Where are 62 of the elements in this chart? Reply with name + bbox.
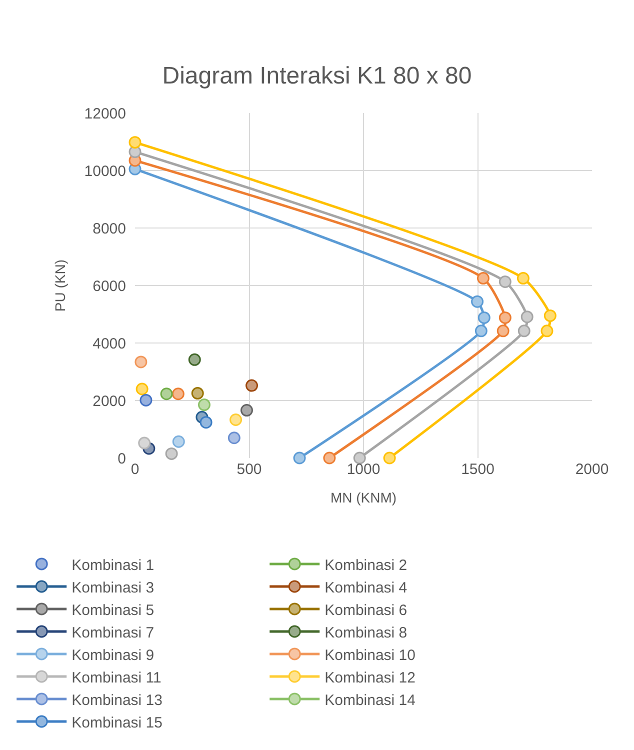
x-tick-label: 500 bbox=[236, 461, 262, 478]
y-tick-label: 10000 bbox=[84, 162, 126, 180]
point bbox=[353, 452, 366, 464]
chart-title: Diagram Interaksi K1 80 x 80 bbox=[162, 62, 472, 90]
y-tick-label: 8000 bbox=[92, 220, 126, 238]
point bbox=[474, 324, 488, 338]
point bbox=[160, 388, 173, 400]
legend-label: Kombinasi 2 bbox=[324, 556, 408, 574]
point bbox=[230, 414, 242, 426]
point bbox=[198, 398, 210, 412]
point bbox=[188, 353, 201, 366]
point bbox=[293, 452, 306, 464]
legend-label: Kombinasi 7 bbox=[72, 624, 154, 642]
legend-label: Kombinasi 10 bbox=[324, 646, 416, 664]
point bbox=[165, 447, 178, 460]
y-axis-title: PU (KN) bbox=[52, 259, 68, 312]
x-tick-label: 1000 bbox=[346, 461, 380, 478]
point bbox=[191, 387, 204, 400]
legend-label: Kombinasi 1 bbox=[72, 556, 154, 574]
legend-label: Kombinasi 4 bbox=[324, 579, 408, 596]
point bbox=[200, 416, 212, 429]
point bbox=[172, 388, 184, 400]
point bbox=[172, 435, 185, 448]
legend-label: Kombinasi 9 bbox=[72, 646, 154, 664]
legend-label: Kombinasi 5 bbox=[72, 602, 154, 619]
y-tick-label: 6000 bbox=[92, 278, 126, 295]
x-tick-label: 1500 bbox=[461, 461, 494, 478]
point bbox=[128, 136, 142, 149]
legend-label: Kombinasi 8 bbox=[324, 624, 408, 642]
y-tick-label: 4000 bbox=[92, 335, 126, 352]
point bbox=[478, 311, 490, 324]
legend-label: Kombinasi 3 bbox=[72, 579, 154, 596]
point bbox=[540, 324, 554, 338]
point bbox=[136, 382, 148, 396]
point bbox=[476, 272, 490, 285]
legend-label: Kombinasi 13 bbox=[72, 692, 162, 709]
y-tick-label: 12000 bbox=[84, 105, 126, 122]
point bbox=[518, 324, 530, 338]
point bbox=[323, 452, 336, 464]
point bbox=[520, 310, 534, 324]
point bbox=[134, 356, 148, 368]
point bbox=[228, 432, 240, 444]
legend-label: Kombinasi 14 bbox=[324, 692, 416, 709]
point bbox=[516, 272, 530, 285]
point bbox=[240, 404, 253, 417]
point bbox=[498, 276, 512, 288]
point bbox=[140, 394, 152, 406]
x-tick-label: 2000 bbox=[575, 461, 609, 478]
point bbox=[138, 436, 151, 450]
legend-label: Kombinasi 12 bbox=[324, 669, 416, 686]
point bbox=[246, 379, 258, 392]
legend-label: Kombinasi 6 bbox=[324, 602, 408, 619]
point bbox=[471, 295, 484, 308]
x-tick-label: 0 bbox=[130, 461, 140, 478]
legend-label: Kombinasi 15 bbox=[72, 714, 162, 732]
y-tick-label: 2000 bbox=[92, 392, 126, 410]
x-axis-title: MN (KNM) bbox=[330, 489, 397, 506]
legend-label: Kombinasi 11 bbox=[72, 669, 162, 686]
point bbox=[544, 309, 556, 322]
point bbox=[383, 452, 396, 464]
point bbox=[498, 311, 512, 324]
point bbox=[496, 324, 510, 338]
